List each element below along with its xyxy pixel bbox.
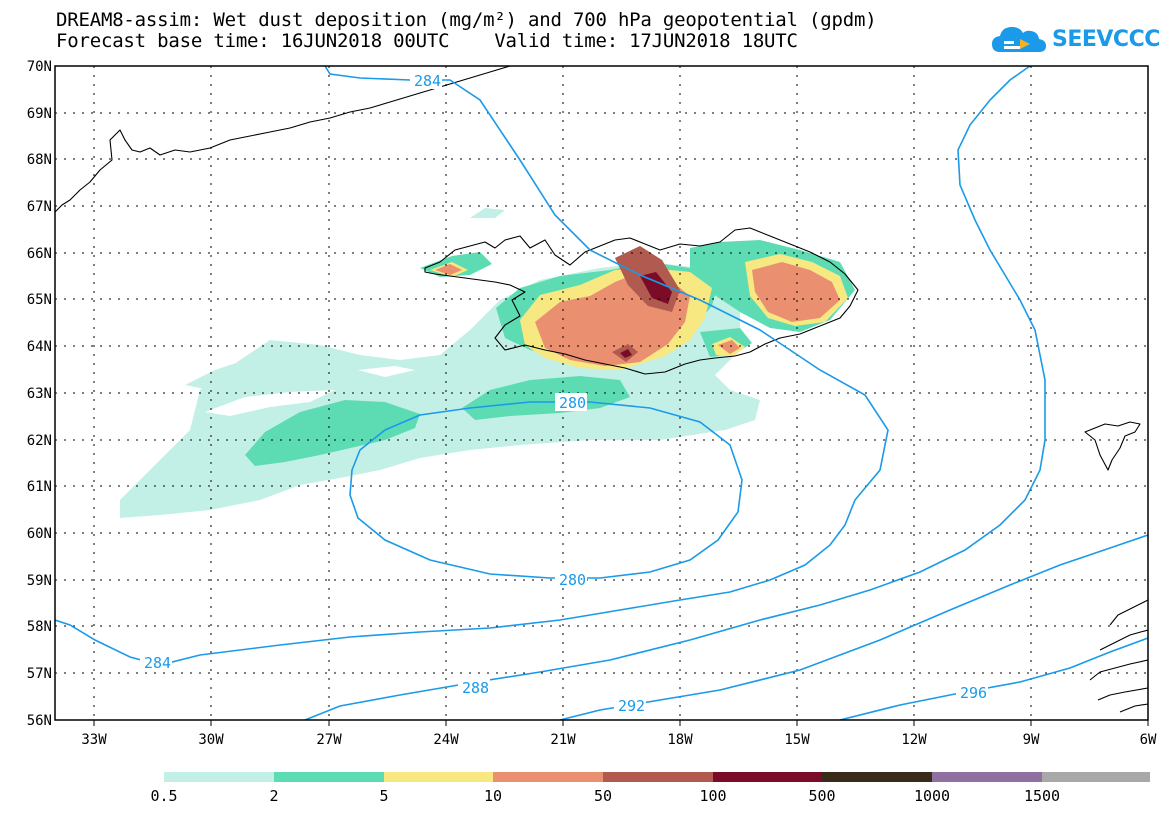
seevccc-logo: SEEVCCC xyxy=(990,22,1160,56)
lat-label: 57N xyxy=(27,666,52,682)
lon-label: 12W xyxy=(901,732,927,748)
deposition-0.5-arc xyxy=(470,208,505,218)
lat-label: 68N xyxy=(27,152,52,168)
lat-label: 69N xyxy=(27,106,52,122)
lon-label: 21W xyxy=(550,732,576,748)
cloud-icon xyxy=(992,27,1046,52)
contour-label: 280 xyxy=(559,571,586,589)
lon-label: 6W xyxy=(1140,732,1157,748)
contour-284-north xyxy=(55,66,889,666)
legend-swatch xyxy=(164,772,274,782)
contour-label: 280 xyxy=(559,394,586,412)
dust-deposition-field xyxy=(120,208,855,518)
contour-280 xyxy=(349,401,743,579)
contour-label: 284 xyxy=(144,654,171,672)
lon-label: 27W xyxy=(316,732,342,748)
lat-label: 58N xyxy=(27,619,52,635)
iceland-coast xyxy=(424,227,859,375)
legend-label: 5 xyxy=(379,787,388,805)
legend-label: 10 xyxy=(484,787,502,805)
legend-label: 1000 xyxy=(914,787,950,805)
legend-label: 500 xyxy=(808,787,835,805)
lon-label: 15W xyxy=(784,732,810,748)
lat-label: 56N xyxy=(27,713,52,729)
legend-label: 50 xyxy=(594,787,612,805)
contour-296 xyxy=(839,637,1148,720)
deposition-100-band xyxy=(640,272,672,304)
deposition-2-band xyxy=(245,400,420,466)
contour-label-group: 284 280 280 284 288 292 296 xyxy=(140,71,988,715)
longitude-labels: 33W 30W 27W 24W 21W 18W 15W 12W 9W 6W xyxy=(81,732,1157,748)
contour-label: 284 xyxy=(414,72,441,90)
lon-label: 18W xyxy=(667,732,693,748)
coastlines xyxy=(55,66,1148,713)
frame-ticks xyxy=(93,720,1149,726)
legend-swatch xyxy=(384,772,493,782)
map-frame xyxy=(54,65,1149,721)
lat-label: 65N xyxy=(27,292,52,308)
map-graticule xyxy=(55,66,1148,720)
scotland-coast xyxy=(1089,599,1148,713)
contour-label: 296 xyxy=(960,684,987,702)
legend-label: 1500 xyxy=(1024,787,1060,805)
legend-label: 2 xyxy=(269,787,278,805)
legend-swatch xyxy=(1042,772,1150,782)
lon-label: 30W xyxy=(198,732,224,748)
contour-284-east xyxy=(304,66,1046,720)
color-legend: 0.5 2 5 10 50 100 500 1000 1500 xyxy=(150,772,1150,805)
lat-label: 67N xyxy=(27,199,52,215)
faroe-coast xyxy=(1084,421,1141,471)
deposition-0.5-fringe xyxy=(185,350,330,392)
logo-text: SEEVCCC xyxy=(1052,26,1160,52)
greenland-coast xyxy=(55,66,511,213)
lat-label: 59N xyxy=(27,573,52,589)
lat-label: 64N xyxy=(27,339,52,355)
legend-label: 100 xyxy=(699,787,726,805)
legend-swatch xyxy=(822,772,932,782)
legend-label: 0.5 xyxy=(150,787,177,805)
contour-label: 288 xyxy=(462,679,489,697)
legend-swatch xyxy=(713,772,822,782)
lat-label: 66N xyxy=(27,246,52,262)
lon-label: 24W xyxy=(433,732,459,748)
lat-label: 62N xyxy=(27,433,52,449)
forecast-times: Forecast base time: 16JUN2018 00UTC Vali… xyxy=(56,30,798,52)
lon-label: 33W xyxy=(81,732,107,748)
lat-label: 61N xyxy=(27,479,52,495)
legend-swatch xyxy=(493,772,603,782)
lat-label: 63N xyxy=(27,386,52,402)
legend-swatch xyxy=(932,772,1042,782)
lat-label: 60N xyxy=(27,526,52,542)
latitude-labels: 70N 69N 68N 67N 66N 65N 64N 63N 62N 61N … xyxy=(27,59,52,729)
contour-label: 292 xyxy=(618,697,645,715)
legend-swatch xyxy=(603,772,713,782)
lon-label: 9W xyxy=(1023,732,1040,748)
map-title: DREAM8-assim: Wet dust deposition (mg/m²… xyxy=(56,9,877,31)
legend-swatch xyxy=(274,772,384,782)
lat-label: 70N xyxy=(27,59,52,75)
contour-292 xyxy=(559,534,1148,720)
